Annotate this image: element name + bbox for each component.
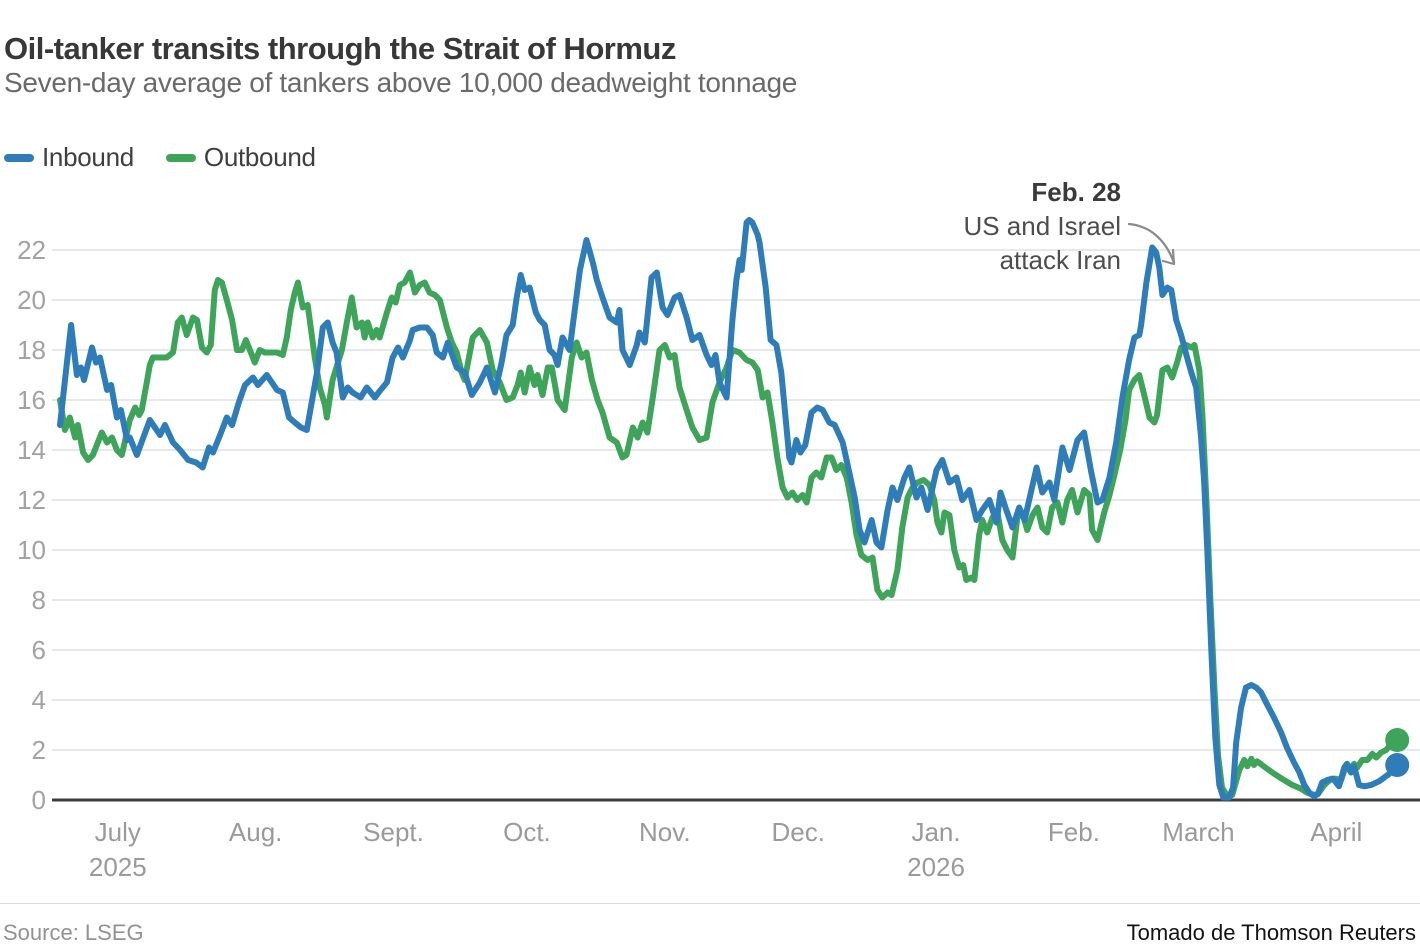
x-tick-label: Jan.	[911, 817, 960, 847]
y-tick-label: 10	[17, 535, 46, 565]
end-dot-inbound	[1385, 753, 1410, 777]
annotation-text-line2: US and Israel	[963, 211, 1121, 241]
annotation-text-line3: attack Iran	[1000, 245, 1121, 275]
y-tick-label: 22	[17, 235, 46, 265]
x-tick-year-label: 2025	[89, 852, 147, 882]
source-note: Source: LSEG	[3, 920, 144, 945]
x-tick-label: Aug.	[229, 817, 283, 847]
legend-swatch-icon	[4, 153, 34, 162]
footer-divider	[0, 903, 1420, 904]
legend-swatch-icon	[165, 153, 196, 162]
gridlines	[52, 249, 1420, 802]
x-tick-label: July	[95, 817, 141, 847]
y-tick-label: 12	[17, 485, 46, 515]
y-tick-label: 6	[32, 635, 46, 665]
annotation-date: Feb. 28	[1031, 177, 1121, 207]
x-tick-label: Oct.	[503, 817, 551, 847]
y-tick-label: 2	[32, 735, 46, 765]
y-tick-label: 16	[17, 385, 46, 415]
x-axis-labels: July 2025 Aug. Sept. Oct. Nov. Dec. Jan. 2026 Feb…	[89, 817, 1362, 882]
end-dot-outbound	[1385, 728, 1410, 752]
y-tick-label: 0	[32, 785, 46, 815]
x-tick-label: Feb.	[1048, 817, 1100, 847]
legend-label: Inbound	[42, 142, 134, 172]
x-tick-label: March	[1162, 817, 1234, 847]
y-tick-label: 8	[32, 585, 46, 615]
y-tick-label: 18	[17, 335, 46, 365]
page-title: Oil-tanker transits through the Strait o…	[4, 30, 676, 66]
x-tick-label: Nov.	[639, 817, 691, 847]
y-tick-label: 20	[17, 285, 46, 315]
x-tick-label: April	[1310, 817, 1362, 847]
series-line-outbound	[57, 269, 1401, 800]
y-tick-label: 14	[17, 435, 46, 465]
x-tick-label: Sept.	[363, 817, 424, 847]
x-tick-year-label: 2026	[907, 852, 965, 882]
series-lines	[57, 217, 1401, 801]
credit-note: Tomado de Thomson Reuters	[1126, 920, 1416, 945]
y-axis-labels: 0 2 4 6 8 10 12 14 16 18 20 22	[17, 235, 46, 815]
y-tick-label: 4	[32, 685, 46, 715]
legend: Inbound Outbound	[4, 142, 316, 173]
series-line-inbound	[57, 217, 1401, 801]
series-end-dots	[1385, 728, 1410, 777]
annotation: Feb. 28 US and Israel attack Iran	[963, 177, 1176, 275]
legend-item-inbound: Inbound	[4, 142, 134, 173]
chart-subtitle: Seven-day average of tankers above 10,00…	[4, 67, 798, 98]
x-tick-label: Dec.	[771, 817, 824, 847]
legend-label: Outbound	[203, 142, 316, 172]
legend-item-outbound: Outbound	[165, 142, 316, 173]
annotation-arrow-icon	[1127, 222, 1176, 266]
